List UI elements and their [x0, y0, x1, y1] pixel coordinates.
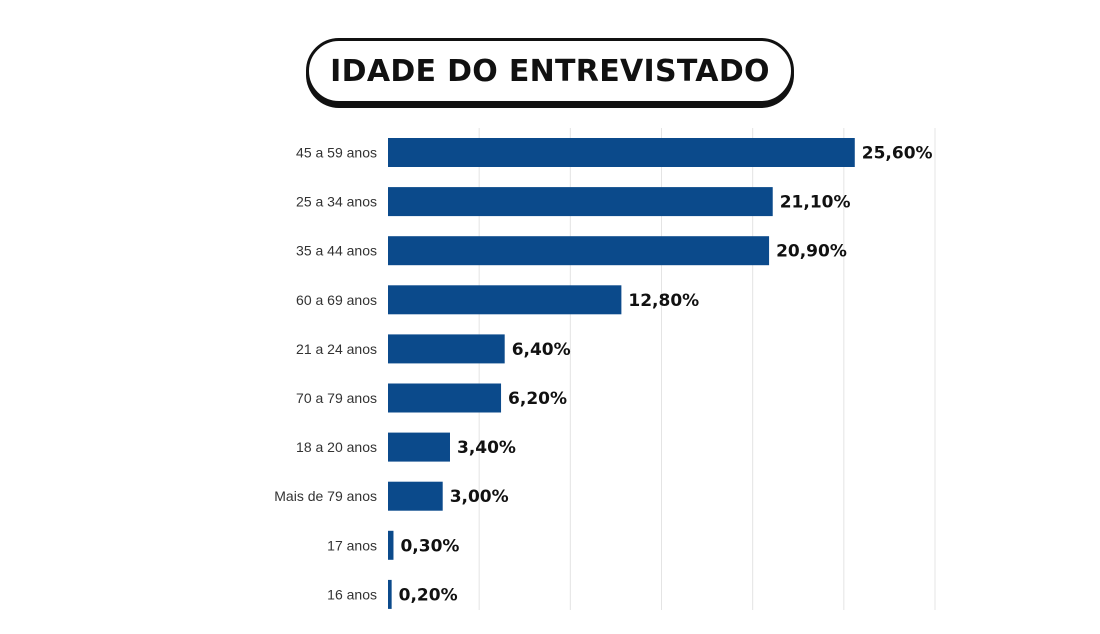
bar [388, 334, 505, 364]
value-label: 12,80% [628, 291, 699, 311]
category-label: 25 a 34 anos [296, 194, 377, 210]
value-label: 0,30% [400, 536, 459, 556]
bar [388, 481, 443, 511]
value-label: 6,20% [508, 389, 567, 409]
bar [388, 285, 622, 315]
category-label: 35 a 44 anos [296, 243, 377, 259]
value-label: 25,60% [862, 144, 933, 164]
bar [388, 432, 450, 462]
category-label: 18 a 20 anos [296, 439, 377, 455]
bar [388, 579, 392, 609]
category-label: Mais de 79 anos [274, 488, 377, 504]
value-label: 6,40% [512, 340, 571, 360]
bar [388, 530, 394, 560]
bar [388, 138, 855, 167]
category-label: 45 a 59 anos [296, 145, 377, 161]
value-label: 21,10% [780, 193, 851, 213]
bar [388, 187, 773, 217]
category-label: 21 a 24 anos [296, 341, 377, 357]
chart-title-pill: IDADE DO ENTREVISTADO [306, 38, 794, 104]
value-label: 0,20% [399, 585, 458, 605]
bar [388, 236, 770, 266]
category-label: 60 a 69 anos [296, 292, 377, 308]
bars [388, 138, 855, 609]
labels: 45 a 59 anos 25,60% 25 a 34 anos 21,10% 35 a… [274, 144, 932, 606]
category-label: 70 a 79 anos [296, 390, 377, 406]
bar [388, 383, 502, 413]
value-label: 3,00% [450, 487, 509, 507]
category-label: 16 anos [327, 586, 377, 602]
value-label: 20,90% [776, 242, 847, 262]
value-label: 3,40% [457, 438, 516, 458]
chart-title: IDADE DO ENTREVISTADO [330, 53, 770, 89]
category-label: 17 anos [327, 537, 377, 553]
